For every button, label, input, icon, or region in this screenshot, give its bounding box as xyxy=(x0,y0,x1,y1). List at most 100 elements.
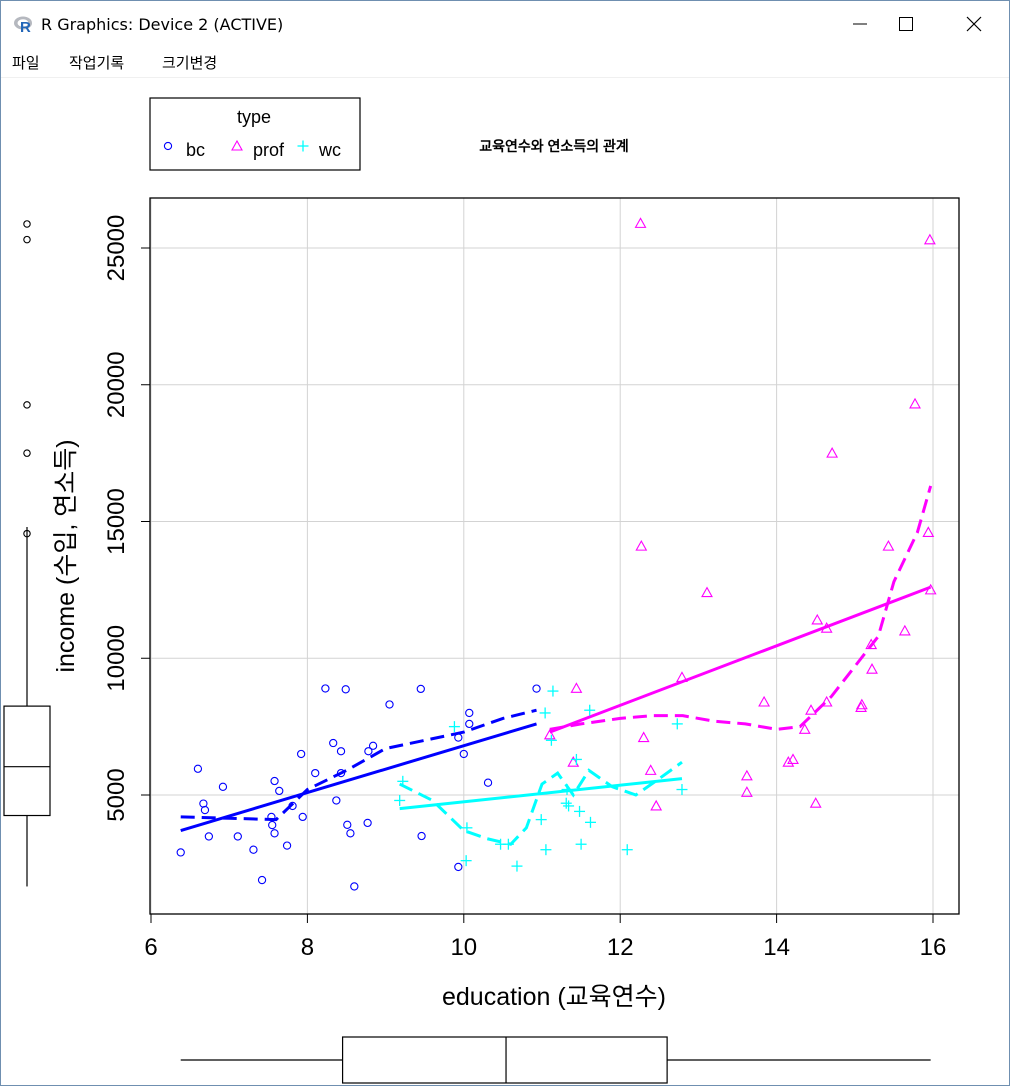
y-tick-label: 15000 xyxy=(103,488,130,555)
point-bc xyxy=(532,684,541,693)
point-prof xyxy=(924,583,937,595)
menu-resize[interactable]: 크기변경 xyxy=(162,54,218,72)
point-wc xyxy=(539,707,551,719)
point-wc xyxy=(394,794,406,806)
y-tick-label: 20000 xyxy=(103,351,130,418)
point-bc xyxy=(483,778,493,787)
title-bar[interactable]: R R Graphics: Device 2 (ACTIVE) xyxy=(1,1,1009,47)
close-button[interactable] xyxy=(951,1,997,47)
point-prof xyxy=(740,786,753,797)
point-bc xyxy=(249,845,258,854)
point-prof xyxy=(650,799,663,811)
point-bc xyxy=(346,829,355,838)
point-prof xyxy=(882,539,895,551)
legend-marker-wc xyxy=(297,140,309,152)
point-wc xyxy=(511,860,523,872)
legend-label-prof: prof xyxy=(253,140,285,160)
point-bc xyxy=(350,882,359,891)
point-prof xyxy=(543,728,556,740)
close-icon xyxy=(966,16,982,32)
point-wc xyxy=(460,855,472,867)
y-tick-label: 25000 xyxy=(103,215,130,282)
point-prof xyxy=(758,695,771,707)
point-prof xyxy=(865,638,878,650)
minimize-button[interactable] xyxy=(837,1,883,47)
point-bc xyxy=(176,848,185,857)
point-bc xyxy=(336,747,346,756)
chart-title: 교육연수와 연소득의 관계 xyxy=(479,138,628,154)
point-wc xyxy=(561,784,573,796)
point-prof xyxy=(637,731,650,743)
point-bc xyxy=(459,749,468,759)
point-bc xyxy=(417,831,426,841)
smooth-line-prof xyxy=(549,485,933,731)
point-wc xyxy=(671,718,683,730)
window-title: R Graphics: Device 2 (ACTIVE) xyxy=(41,15,284,34)
point-wc xyxy=(535,814,547,826)
point-prof xyxy=(898,624,911,636)
minimize-icon xyxy=(853,23,867,25)
point-bc xyxy=(454,733,463,742)
point-bc xyxy=(385,700,394,709)
point-wc xyxy=(676,784,688,796)
point-wc xyxy=(584,704,596,716)
point-bc xyxy=(282,841,292,850)
maximize-button[interactable] xyxy=(883,1,929,47)
point-bc xyxy=(465,708,474,718)
x-tick-label: 16 xyxy=(920,934,947,961)
point-prof xyxy=(820,622,833,633)
point-prof xyxy=(676,671,688,682)
maximize-icon xyxy=(899,17,913,31)
point-bc xyxy=(193,764,203,773)
y-boxplot-box xyxy=(3,705,51,817)
point-wc xyxy=(545,734,557,746)
point-wc xyxy=(621,844,633,856)
point-wc xyxy=(502,838,514,850)
point-prof xyxy=(570,682,583,693)
legend-title: type xyxy=(237,107,271,127)
point-wc xyxy=(547,685,559,697)
point-prof xyxy=(909,397,921,409)
point-prof xyxy=(798,723,811,734)
smooth-line-wc xyxy=(399,760,683,846)
x-tick-label: 10 xyxy=(450,934,477,961)
point-bc xyxy=(332,796,341,805)
plot-frame xyxy=(149,197,960,915)
point-wc xyxy=(540,844,552,856)
menu-file[interactable]: 파일 xyxy=(12,54,40,72)
point-wc xyxy=(448,721,460,733)
point-wc xyxy=(574,805,586,817)
point-wc xyxy=(575,838,587,850)
point-bc xyxy=(267,812,276,822)
y-boxplot-outlier xyxy=(23,401,31,409)
x-tick-label: 6 xyxy=(144,934,157,961)
point-prof xyxy=(855,698,868,710)
y-axis-label: income (수입, 연소득) xyxy=(52,439,80,672)
fit-line-bc xyxy=(180,722,537,832)
point-prof xyxy=(782,756,795,767)
point-prof xyxy=(644,764,657,775)
point-bc xyxy=(257,875,267,885)
legend-label-bc: bc xyxy=(186,140,205,160)
r-logo-icon: R xyxy=(14,16,32,34)
y-tick-label: 10000 xyxy=(103,625,130,692)
point-prof xyxy=(701,586,713,598)
point-bc xyxy=(364,747,373,756)
scatter-plot: 6 8 10 12 14 16 5000 10000 15000 20000 25000 educat… xyxy=(3,97,960,1084)
menu-history[interactable]: 작업기록 xyxy=(69,54,125,72)
legend-box xyxy=(149,97,361,171)
point-bc xyxy=(218,782,228,791)
y-boxplot-outlier xyxy=(23,449,31,457)
x-tick-label: 8 xyxy=(301,934,314,961)
y-boxplot-outlier xyxy=(23,235,31,244)
point-bc xyxy=(465,719,474,729)
point-prof xyxy=(923,233,936,245)
point-prof xyxy=(866,663,878,674)
point-prof xyxy=(811,613,824,625)
point-bc xyxy=(363,818,372,828)
point-wc xyxy=(461,822,473,834)
point-bc xyxy=(268,820,277,830)
point-prof xyxy=(634,217,647,228)
legend-marker-bc xyxy=(163,141,173,151)
point-prof xyxy=(740,769,753,781)
